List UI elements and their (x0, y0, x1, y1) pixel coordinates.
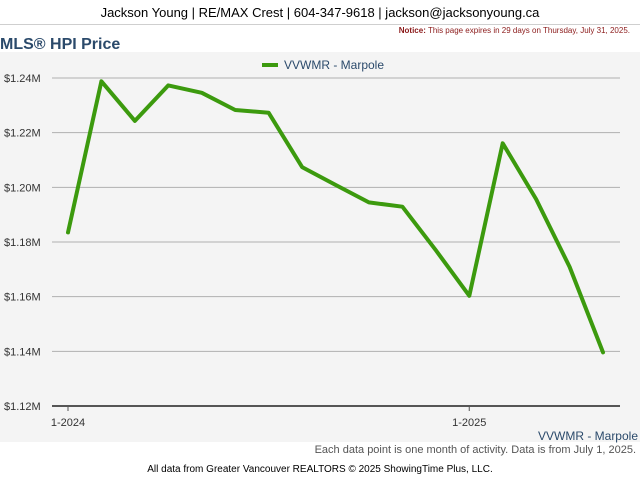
region-label: VVWMR - Marpole (538, 429, 638, 443)
contact-text: Jackson Young | RE/MAX Crest | 604-347-9… (100, 4, 540, 20)
series-line (66, 79, 605, 355)
y-tick-label: $1.12M (4, 401, 41, 413)
chart-background (0, 52, 640, 442)
x-tick-label: 1-2024 (51, 417, 85, 429)
data-point-note: Each data point is one month of activity… (314, 444, 636, 456)
legend-label: VVWMR - Marpole (284, 58, 384, 72)
notice-label: Notice: (398, 26, 426, 35)
contact-header: Jackson Young | RE/MAX Crest | 604-347-9… (0, 0, 640, 25)
notice-text: This page expires in 29 days on Thursday… (427, 26, 630, 35)
chart-title: MLS® HPI Price (0, 36, 121, 53)
y-tick-label: $1.16M (4, 292, 41, 304)
y-tick-label: $1.18M (4, 237, 41, 249)
y-tick-label: $1.20M (4, 182, 41, 194)
y-tick-label: $1.24M (4, 73, 41, 85)
x-tick-label: 1-2025 (452, 417, 486, 429)
y-tick-label: $1.14M (4, 346, 41, 358)
expiry-notice: Notice: This page expires in 29 days on … (399, 26, 630, 35)
y-tick-label: $1.22M (4, 128, 41, 140)
data-source: All data from Greater Vancouver REALTORS… (147, 464, 493, 475)
